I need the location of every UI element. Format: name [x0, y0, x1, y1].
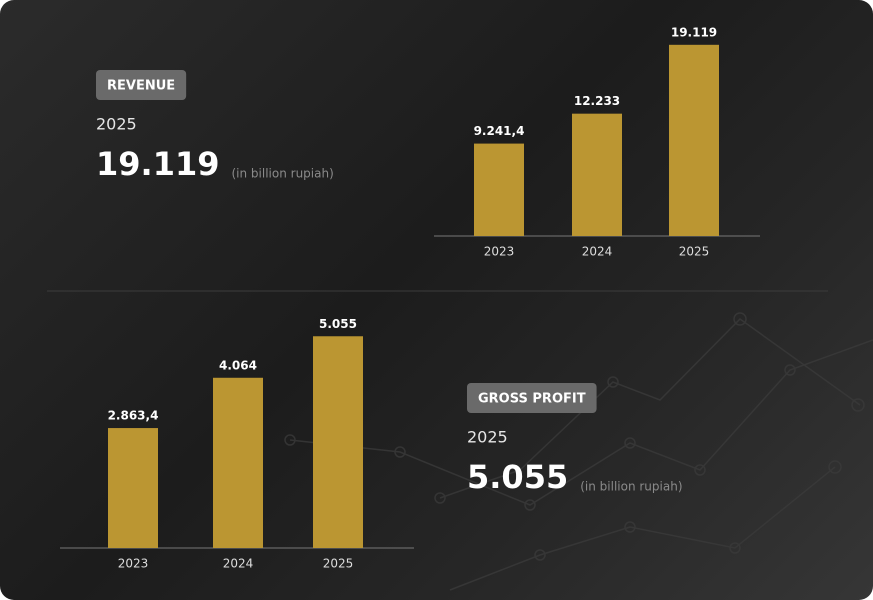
- value-label: 2.863,4: [108, 409, 159, 423]
- section-title: REVENUE: [107, 79, 175, 94]
- highlight-value: 19.119: [96, 145, 219, 183]
- value-label: 12.233: [574, 94, 620, 108]
- value-label: 5.055: [319, 317, 357, 331]
- badge: [96, 70, 187, 100]
- value-label: 9.241,4: [474, 124, 525, 138]
- x-tick-label: 2025: [679, 245, 710, 259]
- unit-label: (in billion rupiah): [231, 167, 333, 181]
- bar: [474, 143, 524, 236]
- bar: [213, 377, 263, 548]
- x-tick-label: 2024: [223, 557, 254, 571]
- unit-label: (in billion rupiah): [580, 480, 682, 494]
- highlight-year: 2025: [467, 428, 508, 447]
- bar: [108, 428, 158, 548]
- section-title: GROSS PROFIT: [478, 392, 586, 407]
- value-label: 19.119: [671, 25, 717, 39]
- bar: [669, 44, 719, 237]
- bar: [572, 113, 622, 236]
- x-tick-label: 2024: [582, 245, 613, 259]
- value-label: 4.064: [219, 358, 257, 372]
- badge: [467, 383, 597, 413]
- highlight-year: 2025: [96, 115, 137, 134]
- decoration: [284, 312, 873, 591]
- x-tick-label: 2025: [323, 557, 354, 571]
- x-tick-label: 2023: [484, 245, 515, 259]
- highlight-value: 5.055: [467, 458, 568, 496]
- x-tick-label: 2023: [118, 557, 149, 571]
- bar: [313, 336, 363, 548]
